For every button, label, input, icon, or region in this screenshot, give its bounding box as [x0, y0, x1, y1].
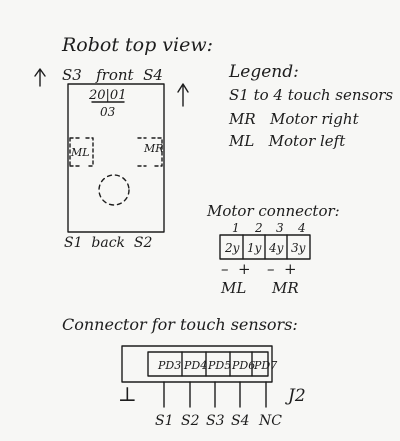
motor-connector-title: Motor connector:	[206, 202, 340, 220]
motor-wire-2: 1y	[247, 241, 262, 255]
motor-right-polarity: – +	[267, 260, 297, 278]
port-pd7: PD7	[253, 359, 277, 372]
legend: Legend: S1 to 4 touch sensors MR Motor r…	[228, 62, 393, 150]
robot-body	[67, 83, 165, 233]
motor-left-polarity: – +	[221, 260, 251, 278]
motor-right: MR	[137, 137, 164, 167]
diagram-title: Robot top view:	[61, 34, 213, 56]
left-up-arrow	[34, 68, 46, 87]
motor-wire-1: 2y	[224, 241, 240, 255]
port-pd5: PD5	[207, 359, 231, 372]
right-up-arrow	[177, 83, 189, 107]
connector-name: J2	[285, 386, 306, 406]
motor-wire-4: 3y	[291, 241, 306, 255]
caster-wheel	[98, 174, 130, 206]
motor-pin-4: 4	[297, 221, 306, 235]
touch-connector-title: Connector for touch sensors:	[62, 315, 298, 334]
legend-line-motor-left: ML Motor left	[228, 132, 346, 150]
marking-bottom: 03	[100, 105, 116, 119]
front-label: S3 front S4	[62, 66, 163, 84]
port-pd6: PD6	[231, 359, 255, 372]
port-pd3: PD3	[157, 359, 181, 372]
robot-top-view: S3 front S4 20|01 03 ML MR S1 back S2	[34, 66, 189, 251]
signal-s4: S4	[231, 413, 250, 429]
signal-s3: S3	[206, 413, 225, 429]
motor-connector: Motor connector: 1 2 3 4 2y 1y 4y 3y – +…	[206, 202, 340, 297]
motor-left-label: ML	[70, 146, 90, 159]
signal-s2: S2	[181, 413, 200, 429]
signal-nc: NC	[258, 413, 282, 429]
motor-left: ML	[69, 137, 94, 167]
marking-top: 20|01	[88, 88, 126, 103]
motor-right-label: MR	[143, 142, 164, 155]
legend-heading: Legend:	[228, 62, 299, 82]
motor-left-connector-label: ML	[220, 279, 246, 297]
signal-s1: S1	[155, 413, 174, 429]
touch-sensor-connector: Connector for touch sensors: PD3 PD4 PD5…	[62, 315, 306, 429]
motor-pin-1: 1	[232, 221, 240, 235]
motor-right-connector-label: MR	[271, 279, 299, 297]
touch-connector-pins-box	[147, 351, 269, 377]
motor-pin-3: 3	[276, 221, 284, 235]
ground-icon: ⊥	[118, 382, 137, 406]
back-label: S1 back S2	[64, 235, 153, 251]
motor-wire-3: 4y	[268, 241, 284, 255]
touch-connector-outline	[121, 345, 273, 383]
motor-pin-2: 2	[254, 221, 263, 235]
legend-line-sensors: S1 to 4 touch sensors	[229, 86, 393, 104]
legend-line-motor-right: MR Motor right	[228, 110, 360, 128]
port-pd4: PD4	[183, 359, 207, 372]
